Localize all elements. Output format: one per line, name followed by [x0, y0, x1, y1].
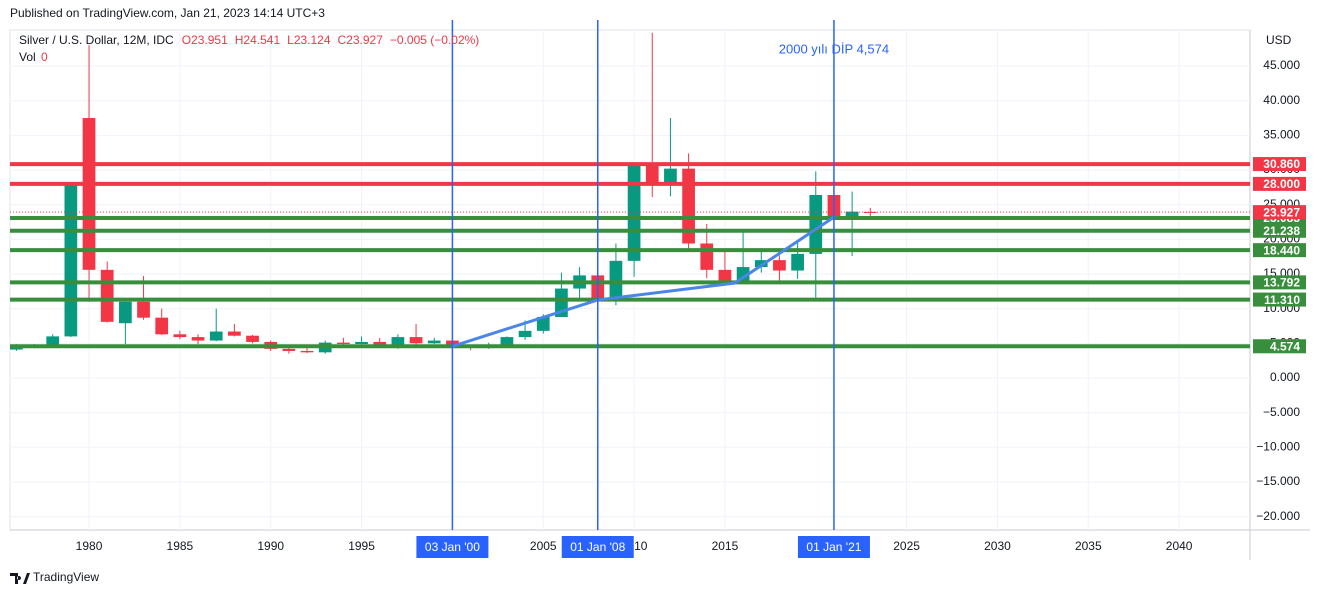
candle-body [791, 253, 804, 271]
price-tag [1253, 292, 1306, 307]
candle-body [718, 269, 732, 283]
price-tag-label: 18.440 [1263, 243, 1300, 257]
candle-body [300, 350, 314, 353]
x-tick-label: 2040 [1166, 539, 1193, 553]
candle-body [10, 347, 23, 350]
ohlc-legend: C23.927 [338, 33, 384, 47]
candle-body [773, 260, 786, 271]
vertical-label-box [416, 536, 489, 558]
price-tag [1253, 275, 1306, 290]
candle-body [391, 337, 405, 345]
price-tag [1253, 243, 1306, 258]
candle-body [754, 260, 768, 268]
candle-body [845, 211, 859, 217]
vertical-label: 01 Jan '21 [806, 540, 861, 554]
y-tick-label: 45.000 [1263, 58, 1300, 72]
candle-body [82, 118, 96, 270]
y-tick-label: −20.000 [1256, 509, 1300, 523]
candle-body [536, 316, 550, 331]
price-tag-label: 28.000 [1263, 177, 1300, 191]
price-tag-label: 4.574 [1270, 339, 1300, 353]
vertical-label-box [561, 536, 634, 558]
ohlc-legend: −0.005 (−0.02%) [390, 33, 479, 47]
vertical-label: 03 Jan '00 [425, 540, 480, 554]
price-tag-label: 23.927 [1263, 205, 1300, 219]
candle-body [373, 341, 387, 345]
candle-body [100, 269, 114, 322]
candle-body [64, 183, 78, 337]
price-tag-label: 30.860 [1263, 157, 1300, 171]
x-tick-label: 2015 [712, 539, 739, 553]
candle-body [282, 348, 296, 351]
brand-logo [10, 573, 30, 584]
candle-body [518, 330, 532, 338]
price-tag [1253, 223, 1306, 238]
candle-body [46, 336, 60, 346]
candle-body [337, 342, 350, 345]
volume-value: 0 [41, 50, 48, 64]
price-tag-label: 13.792 [1263, 276, 1300, 290]
brand: TradingView [33, 570, 99, 584]
candle-body [500, 337, 514, 345]
candle-body [355, 341, 368, 345]
candle-body [863, 211, 877, 213]
candle-body [137, 301, 150, 318]
y-tick-label: −10.000 [1256, 439, 1300, 453]
volume-label: Vol [19, 50, 36, 64]
y-tick-label: 0.000 [1270, 370, 1300, 384]
candle-body [173, 334, 187, 338]
ohlc-legend: H24.541 [235, 33, 281, 47]
candle-body [246, 335, 259, 342]
trend-line [450, 215, 836, 348]
price-tag [1253, 205, 1306, 220]
candle-body [155, 317, 169, 335]
y-tick-label: 35.000 [1263, 128, 1300, 142]
candle-body [664, 168, 677, 184]
x-tick-label: 1990 [257, 539, 284, 553]
candle-body [609, 260, 623, 300]
x-tick-label: 2035 [1075, 539, 1102, 553]
x-tick-label: 2030 [984, 539, 1011, 553]
candle-body [645, 163, 659, 184]
x-tick-label: 1995 [348, 539, 375, 553]
price-tag-label: 11.310 [1264, 293, 1300, 307]
price-tag [1253, 157, 1306, 172]
candle-body [228, 331, 241, 336]
annotation: 2000 yılı DİP 4,574 [779, 42, 889, 57]
candle-body [209, 331, 223, 341]
price-tag-label: 21.238 [1263, 224, 1300, 238]
x-tick-label: 2025 [893, 539, 920, 553]
price-tag [1253, 339, 1306, 354]
candle-body [682, 168, 695, 244]
x-tick-label: 1980 [76, 539, 103, 553]
vertical-label: 01 Jan '08 [570, 540, 625, 554]
vertical-label-box [797, 536, 870, 558]
ohlc-legend: L23.124 [287, 33, 331, 47]
price-tag [1253, 176, 1306, 191]
currency: USD [1266, 33, 1292, 47]
candle-body [700, 243, 714, 270]
chart-title: Silver / U.S. Dollar, 12M, IDC [19, 33, 174, 47]
candle-body [809, 194, 823, 254]
ohlc-legend: O23.951 [182, 33, 228, 47]
candle-body [427, 340, 441, 344]
y-tick-label: −15.000 [1256, 474, 1300, 488]
y-tick-label: −5.000 [1263, 405, 1300, 419]
candle-body [119, 301, 132, 324]
y-tick-label: 40.000 [1263, 93, 1300, 107]
x-tick-label: 2005 [530, 539, 557, 553]
published: Published on TradingView.com, Jan 21, 20… [10, 6, 325, 20]
candle-body [191, 337, 205, 341]
x-tick-label: 1985 [167, 539, 194, 553]
candle-body [409, 337, 423, 344]
